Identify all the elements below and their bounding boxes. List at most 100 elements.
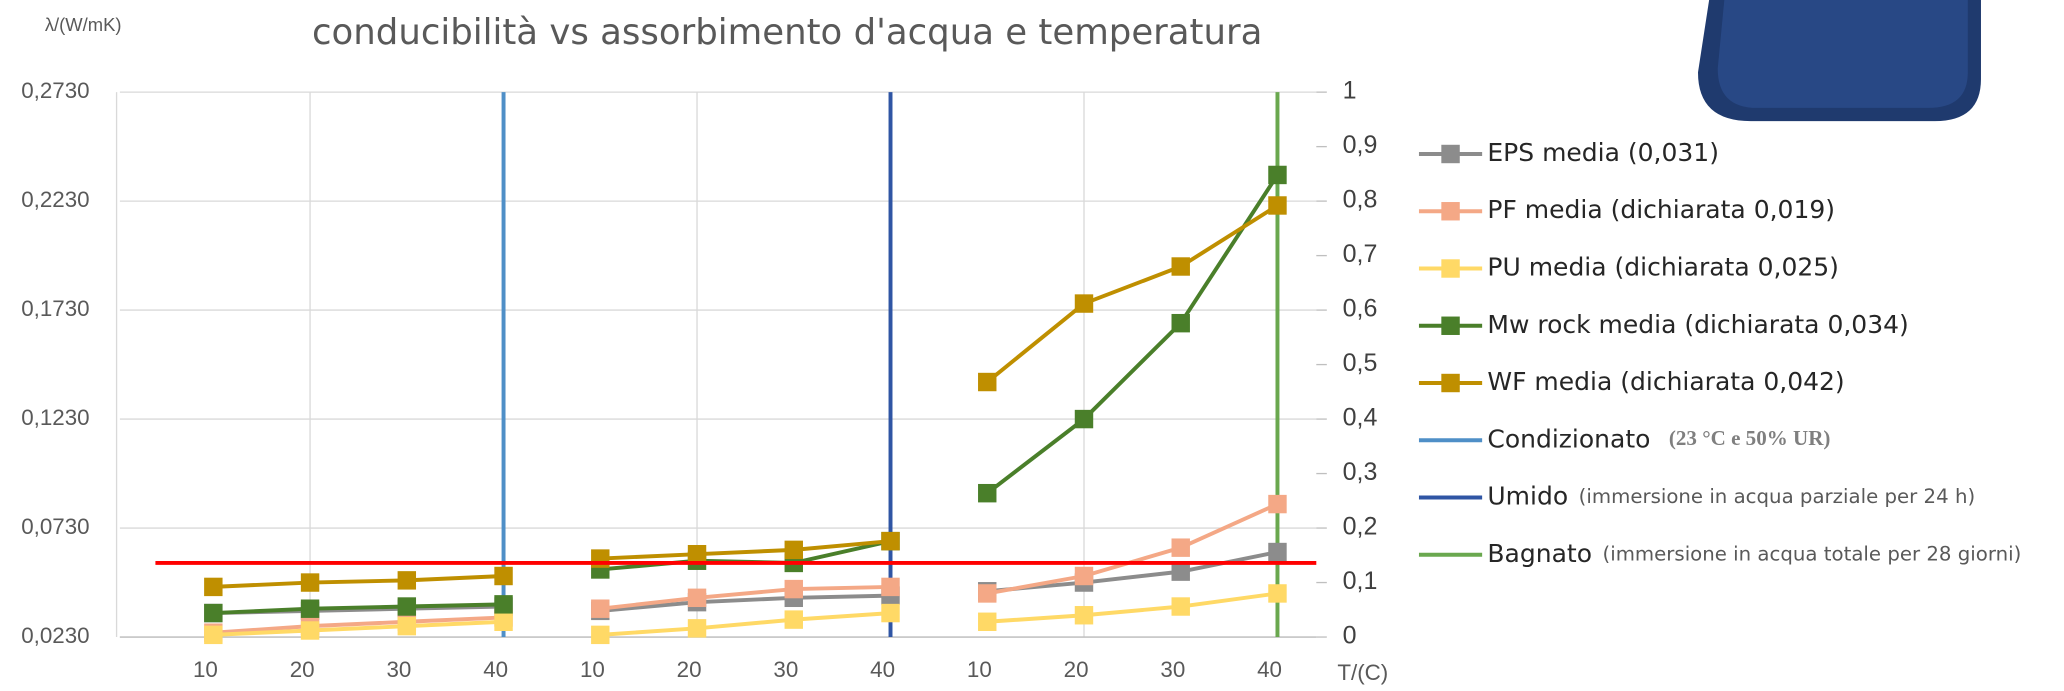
x-tick-label: 40: [870, 657, 895, 682]
y2-tick-label: 0,4: [1343, 404, 1378, 432]
point: [591, 549, 610, 568]
x-tick-label: 10: [193, 657, 218, 682]
point: [204, 577, 223, 597]
series-line: [600, 539, 891, 561]
point: [1268, 165, 1287, 185]
y2-tick-label: 1: [1343, 77, 1357, 105]
point: [494, 566, 513, 586]
legend-label: Bagnato: [1487, 539, 1592, 568]
series-line: [213, 619, 504, 637]
legend-marker: [1441, 202, 1460, 221]
y2-tick-label: 0,6: [1343, 295, 1378, 323]
y2-tick-label: 0,1: [1343, 567, 1378, 595]
point: [1268, 584, 1287, 603]
point: [881, 577, 900, 597]
point: [397, 597, 417, 616]
point: [881, 531, 900, 551]
point: [397, 571, 417, 590]
legend-note: (23 °C e 50% UR): [1669, 426, 1831, 450]
legend-label: EPS media (0,031): [1487, 138, 1719, 167]
point: [494, 612, 513, 631]
legend-marker: [1441, 144, 1460, 164]
point: [784, 610, 803, 629]
legend-marker: [1441, 373, 1460, 393]
legend-label: Mw rock media (dichiarata 0,034): [1487, 310, 1908, 339]
x-tick-label: 40: [1257, 657, 1282, 682]
point: [784, 540, 803, 560]
legend-label: WF media (dichiarata 0,042): [1487, 367, 1844, 396]
legend-note: (immersione in acqua parziale per 24 h): [1579, 485, 1975, 508]
series-line: [213, 602, 504, 616]
y-tick-label: 0,1730: [21, 296, 89, 321]
point: [204, 603, 223, 623]
x-tick-label: 10: [967, 657, 992, 682]
y-tick-label: 0,0730: [21, 514, 89, 539]
point: [978, 612, 997, 631]
series-line: [987, 591, 1278, 624]
point: [978, 372, 997, 392]
series-line: [600, 611, 891, 637]
point: [1171, 257, 1190, 276]
y2-tick-label: 0,9: [1343, 131, 1378, 159]
point: [784, 579, 803, 599]
y-axis-label: λ/(W/mK): [45, 14, 122, 35]
x-tick-label: 40: [483, 657, 508, 682]
x-tick-label: 30: [773, 657, 798, 682]
point: [1171, 538, 1190, 557]
y2-tick-label: 0,3: [1343, 458, 1378, 486]
y-tick-label: 0,2730: [21, 78, 89, 103]
legend-label: Condizionato: [1487, 424, 1650, 453]
series-line: [213, 615, 504, 635]
x-tick-label: 20: [677, 657, 702, 682]
point: [978, 483, 997, 503]
series-line: [986, 203, 1279, 384]
point: [300, 599, 320, 618]
point: [687, 619, 707, 638]
point: [1268, 196, 1287, 215]
point: [204, 625, 223, 645]
series-line: [600, 584, 891, 611]
point: [397, 616, 417, 636]
point: [1074, 566, 1094, 586]
point: [1171, 313, 1190, 333]
legend-marker: [1441, 259, 1460, 278]
y2-tick-label: 0,7: [1343, 240, 1378, 268]
x-tick-label: 30: [1160, 657, 1185, 682]
point: [300, 621, 320, 640]
y-tick-label: 0,0230: [21, 623, 89, 648]
point: [1268, 542, 1287, 562]
point: [687, 588, 707, 608]
legend-label: PU media (dichiarata 0,025): [1487, 253, 1839, 282]
y2-tick-label: 0,5: [1343, 349, 1378, 377]
legend-marker: [1441, 316, 1460, 335]
point: [1074, 294, 1094, 313]
point: [494, 595, 513, 614]
point: [1074, 409, 1094, 429]
series-line: [213, 574, 504, 589]
point: [591, 599, 610, 618]
point: [881, 603, 900, 623]
y2-tick-label: 0,8: [1343, 186, 1378, 214]
chart-title: conducibilità vs assorbimento d'acqua e …: [312, 12, 1262, 53]
point: [978, 584, 997, 603]
y-tick-label: 0,1230: [21, 405, 89, 430]
y2-tick-label: 0: [1343, 622, 1357, 650]
point: [591, 625, 610, 645]
point: [687, 544, 707, 564]
photo-texture: [1717, 0, 1968, 108]
series-line: [986, 173, 1280, 495]
x-tick-label: 20: [1064, 657, 1089, 682]
x-tick-label: 10: [580, 657, 605, 682]
y2-tick-label: 0,2: [1343, 513, 1378, 541]
point: [300, 573, 320, 592]
legend-label: Umido: [1487, 482, 1568, 511]
point: [1171, 562, 1190, 581]
series-line: [986, 502, 1279, 596]
point: [1268, 494, 1287, 514]
series-line: [600, 593, 891, 613]
legend-note: (immersione in acqua totale per 28 giorn…: [1603, 542, 2022, 565]
x-axis-label: T/(C): [1337, 660, 1388, 685]
point: [1074, 606, 1094, 625]
y-tick-label: 0,2230: [21, 187, 89, 212]
